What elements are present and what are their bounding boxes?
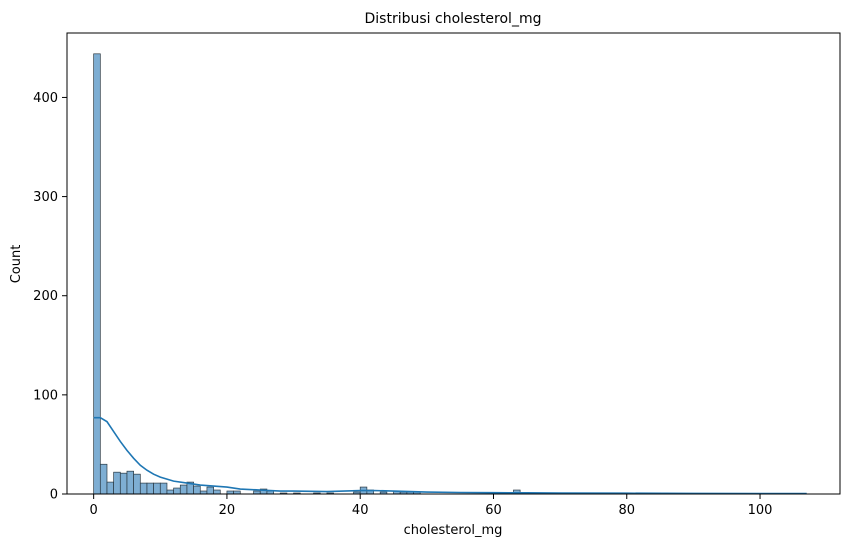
- histogram-bar: [93, 53, 101, 495]
- histogram-bar: [113, 471, 121, 495]
- histogram-bars: [93, 53, 521, 495]
- x-tick-label: 20: [219, 503, 236, 518]
- y-tick-label: 0: [50, 488, 58, 503]
- histogram-bar: [106, 481, 114, 495]
- histogram-bar: [126, 470, 134, 495]
- histogram-bar: [99, 463, 108, 495]
- histogram-bar: [173, 487, 181, 495]
- histogram-bar: [213, 489, 221, 495]
- histogram-bar: [179, 484, 188, 495]
- x-axis-label: cholesterol_mg: [404, 523, 503, 538]
- y-tick-label: 300: [33, 190, 58, 205]
- histogram-bar: [139, 482, 148, 495]
- x-tick-label: 60: [485, 503, 502, 518]
- histogram-bar: [206, 486, 214, 495]
- y-tick-label: 200: [33, 289, 58, 304]
- x-axis-ticks: 0 20 40 60 80 100: [90, 494, 773, 518]
- kde-curve: [93, 416, 807, 495]
- histogram-bar: [166, 489, 174, 495]
- histogram-bar: [153, 482, 161, 495]
- x-tick-label: 40: [352, 503, 369, 518]
- y-tick-label: 100: [33, 388, 58, 403]
- x-tick-label: 80: [618, 503, 635, 518]
- y-axis-label: Count: [9, 245, 24, 284]
- histogram-bar: [159, 482, 168, 495]
- chart-title: Distribusi cholesterol_mg: [365, 11, 542, 27]
- histogram-bar: [193, 485, 201, 495]
- histogram-bar: [119, 472, 128, 495]
- histogram-bar: [146, 482, 154, 495]
- histogram-bar: [133, 473, 141, 495]
- x-tick-label: 0: [90, 503, 98, 518]
- plot-frame: [66, 32, 841, 495]
- y-tick-label: 400: [33, 91, 58, 106]
- y-axis-ticks: 0 100 200 300 400: [33, 91, 67, 503]
- x-tick-label: 100: [748, 503, 773, 518]
